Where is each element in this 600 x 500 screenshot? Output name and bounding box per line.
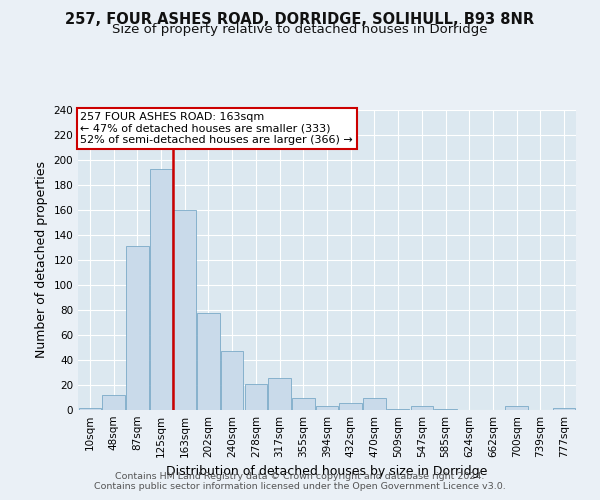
Bar <box>103 395 125 410</box>
Bar <box>434 409 457 410</box>
Bar <box>197 312 220 410</box>
Bar <box>150 169 172 410</box>
Bar <box>363 398 386 410</box>
Text: Size of property relative to detached houses in Dorridge: Size of property relative to detached ho… <box>112 22 488 36</box>
Bar <box>126 246 149 410</box>
Bar <box>316 406 338 410</box>
Bar <box>268 378 291 410</box>
X-axis label: Distribution of detached houses by size in Dorridge: Distribution of detached houses by size … <box>166 466 488 478</box>
Bar <box>553 408 575 410</box>
Bar <box>292 398 314 410</box>
Bar <box>340 402 362 410</box>
Text: Contains public sector information licensed under the Open Government Licence v3: Contains public sector information licen… <box>94 482 506 491</box>
Bar <box>505 406 528 410</box>
Bar <box>173 210 196 410</box>
Bar <box>410 406 433 410</box>
Text: 257 FOUR ASHES ROAD: 163sqm
← 47% of detached houses are smaller (333)
52% of se: 257 FOUR ASHES ROAD: 163sqm ← 47% of det… <box>80 112 353 144</box>
Y-axis label: Number of detached properties: Number of detached properties <box>35 162 48 358</box>
Text: 257, FOUR ASHES ROAD, DORRIDGE, SOLIHULL, B93 8NR: 257, FOUR ASHES ROAD, DORRIDGE, SOLIHULL… <box>65 12 535 28</box>
Bar <box>387 409 409 410</box>
Text: Contains HM Land Registry data © Crown copyright and database right 2024.: Contains HM Land Registry data © Crown c… <box>115 472 485 481</box>
Bar <box>221 351 244 410</box>
Bar <box>245 384 267 410</box>
Bar <box>79 408 101 410</box>
